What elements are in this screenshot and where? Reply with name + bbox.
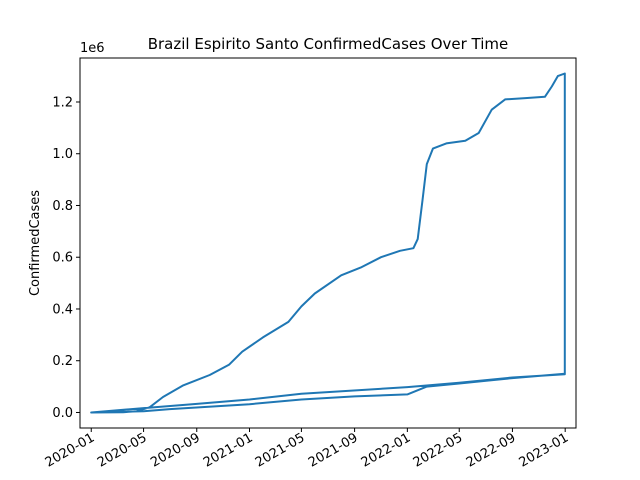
y-tick-label: 1.0 [52,147,73,162]
x-tick-label: 2021-01 [201,430,256,470]
y-axis-ticks: 0.0 0.2 0.4 0.6 0.8 1.0 1.2 [52,95,80,421]
x-tick-label: 2020-01 [43,430,98,470]
y-axis-label: ConfirmedCases [28,190,43,296]
y-tick-label: 1.2 [52,95,73,110]
x-tick-label: 2021-05 [253,430,308,470]
x-tick-label: 2020-05 [95,430,150,470]
y-tick-label: 0.4 [52,302,73,317]
x-tick-label: 2022-01 [359,430,414,470]
y-tick-label: 0.2 [52,354,73,369]
y-tick-label: 0.0 [52,406,73,421]
x-tick-label: 2021-09 [306,430,361,470]
y-tick-label: 0.6 [52,251,73,266]
x-tick-label: 2020-09 [148,430,203,470]
series-line-0 [90,72,566,414]
y-tick-label: 0.8 [52,199,73,214]
x-tick-label: 2022-09 [464,430,519,470]
x-tick-label: 2023-01 [517,430,572,470]
x-axis-ticks: 2020-012020-052020-092021-012021-052021-… [43,428,571,471]
chart-title: Brazil Espirito Santo ConfirmedCases Ove… [148,35,509,53]
plot-frame [79,57,577,429]
plot-line-layer [90,72,566,414]
y-offset-text: 1e6 [80,41,105,56]
x-tick-label: 2022-05 [411,430,466,470]
